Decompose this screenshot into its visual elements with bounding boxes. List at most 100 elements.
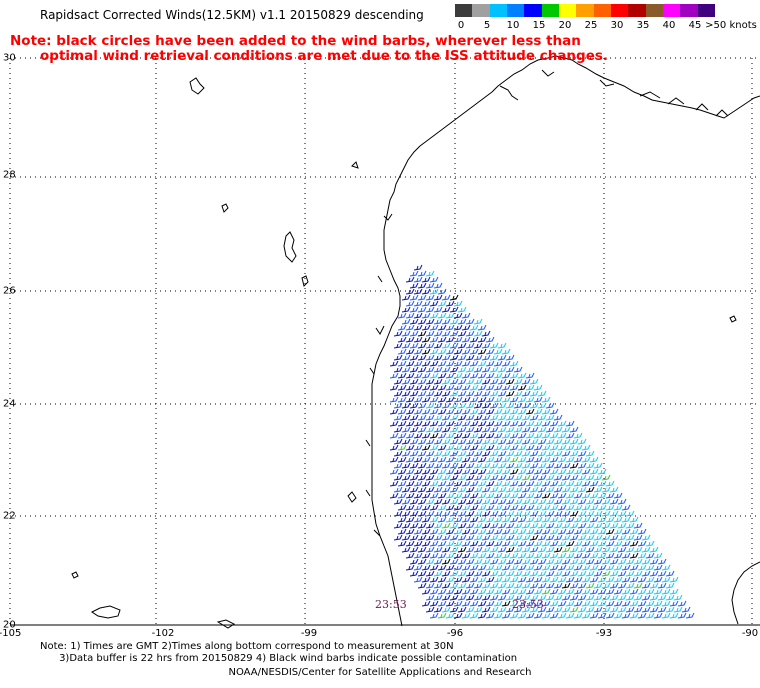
- wind-barb: [557, 588, 567, 595]
- wind-barb: [541, 480, 551, 487]
- wind-barb: [557, 612, 567, 619]
- wind-barb: [397, 360, 407, 367]
- wind-barb: [501, 576, 511, 583]
- wind-barb: [477, 348, 487, 355]
- wind-barb: [433, 522, 443, 529]
- wind-barb: [457, 342, 467, 349]
- wind-barb: [509, 492, 519, 499]
- wind-barb: [637, 552, 647, 559]
- wind-barb: [589, 492, 599, 499]
- wind-barb: [465, 330, 475, 337]
- wind-barb: [461, 432, 471, 439]
- wind-barb: [533, 600, 543, 607]
- wind-barb: [497, 366, 507, 373]
- wind-barb: [433, 414, 443, 421]
- wind-barb: [573, 588, 583, 595]
- wind-barb: [465, 414, 475, 421]
- wind-barb: [629, 612, 639, 619]
- wind-barb: [625, 570, 635, 577]
- wind-barb: [645, 600, 655, 607]
- legend-label: 10: [506, 20, 520, 31]
- legend-label: 15: [532, 20, 546, 31]
- wind-barb: [409, 498, 419, 505]
- wind-barb: [437, 564, 447, 571]
- wind-barb: [601, 558, 611, 565]
- wind-barb: [425, 306, 435, 313]
- wind-barb: [393, 510, 403, 517]
- wind-barb: [557, 600, 567, 607]
- wind-barb: [501, 396, 511, 403]
- legend-swatch: [472, 4, 490, 17]
- wind-barb: [409, 558, 419, 565]
- wind-barb: [449, 486, 459, 493]
- wind-barb: [621, 516, 631, 523]
- wind-barb: [509, 384, 519, 391]
- wind-barb: [565, 540, 575, 547]
- wind-barb: [493, 372, 503, 379]
- wind-barb: [485, 360, 495, 367]
- legend-label: 45: [688, 20, 702, 31]
- wind-barb: [425, 450, 435, 457]
- wind-barb: [405, 312, 415, 319]
- wind-barb: [573, 504, 583, 511]
- wind-barb: [625, 534, 635, 541]
- wind-barb: [477, 504, 487, 511]
- wind-barb: [477, 432, 487, 439]
- wind-barb: [525, 504, 535, 511]
- wind-barb: [405, 372, 415, 379]
- wind-barb: [465, 366, 475, 373]
- wind-barb: [405, 336, 415, 343]
- wind-barb: [473, 342, 483, 349]
- wind-barb: [413, 444, 423, 451]
- wind-barb: [453, 600, 463, 607]
- wind-barb: [453, 504, 463, 511]
- wind-barb: [409, 318, 419, 325]
- wind-barb: [437, 312, 447, 319]
- wind-barb: [405, 564, 415, 571]
- wind-barb: [401, 474, 411, 481]
- wind-barb: [433, 402, 443, 409]
- wind-barb: [561, 582, 571, 589]
- wind-barb: [429, 468, 439, 475]
- wind-barb: [601, 570, 611, 577]
- wind-barb: [461, 504, 471, 511]
- wind-barb: [497, 450, 507, 457]
- wind-barb: [405, 552, 415, 559]
- wind-barb: [525, 456, 535, 463]
- wind-barb: [577, 594, 587, 601]
- wind-barb: [497, 534, 507, 541]
- wind-barb: [405, 528, 415, 535]
- wind-barb: [645, 552, 655, 559]
- wind-barb: [445, 504, 455, 511]
- wind-barb: [637, 600, 647, 607]
- wind-barb: [449, 378, 459, 385]
- wind-barb: [525, 552, 535, 559]
- wind-barb: [637, 612, 647, 619]
- wind-barb: [417, 414, 427, 421]
- wind-barb: [465, 474, 475, 481]
- wind-barb: [501, 384, 511, 391]
- wind-barb: [445, 408, 455, 415]
- wind-barb: [437, 600, 447, 607]
- wind-barb: [649, 546, 659, 553]
- wind-barb: [625, 594, 635, 601]
- wind-barb: [393, 330, 403, 337]
- wind-barb: [425, 570, 435, 577]
- wind-barb: [497, 510, 507, 517]
- wind-barb: [441, 486, 451, 493]
- wind-barb: [433, 582, 443, 589]
- wind-barb: [617, 558, 627, 565]
- wind-barb: [525, 588, 535, 595]
- wind-barb: [401, 402, 411, 409]
- wind-barb: [457, 534, 467, 541]
- wind-barb: [449, 606, 459, 613]
- wind-barb: [417, 390, 427, 397]
- wind-barb: [505, 390, 515, 397]
- wind-barb: [421, 360, 431, 367]
- wind-barb: [413, 420, 423, 427]
- wind-barb: [641, 534, 651, 541]
- wind-barb: [505, 522, 515, 529]
- wind-barb: [537, 558, 547, 565]
- wind-barb: [573, 576, 583, 583]
- wind-barb: [441, 510, 451, 517]
